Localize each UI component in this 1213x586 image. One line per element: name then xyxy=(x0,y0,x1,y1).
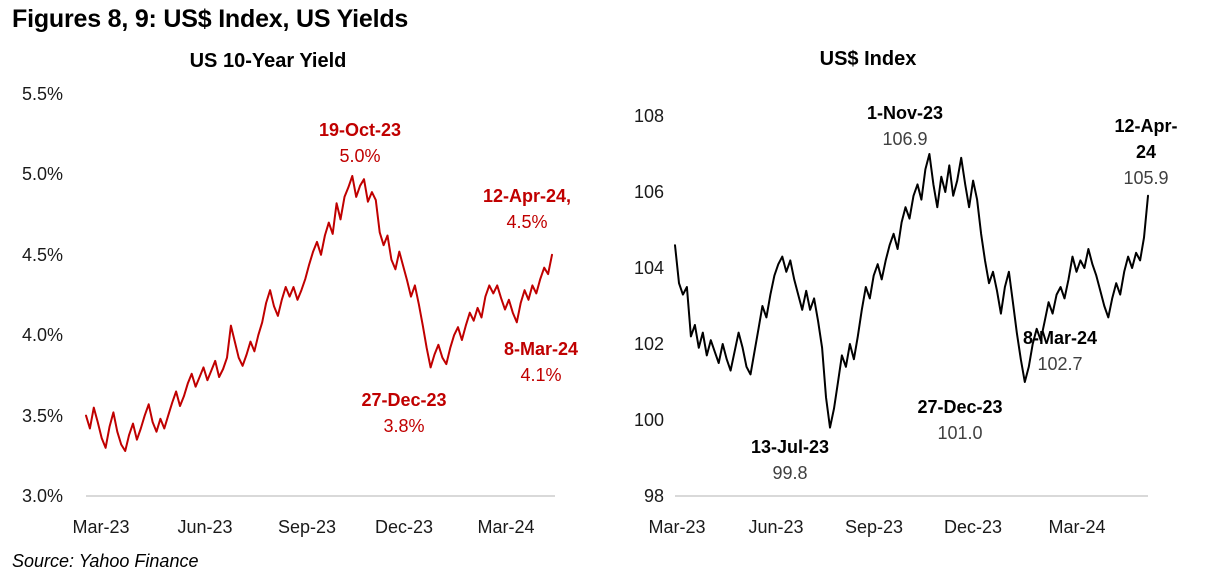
annotation: 19-Oct-23 5.0% xyxy=(319,117,401,169)
x-tick-label: Sep-23 xyxy=(277,517,337,537)
annotation-value: 99.8 xyxy=(772,463,808,483)
annotation-value: 4.1% xyxy=(520,365,562,385)
annotation-value: 5.0% xyxy=(339,146,381,166)
x-tick-label: Sep-23 xyxy=(844,517,904,537)
y-tick-label: 108 xyxy=(633,106,664,126)
annotation-date: 12-Apr-24 xyxy=(1114,116,1178,162)
y-tick-label: 100 xyxy=(633,410,664,430)
annotation-date: 1-Nov-23 xyxy=(866,103,944,123)
annotation: 13-Jul-23 99.8 xyxy=(751,434,829,486)
annotation-value: 3.8% xyxy=(383,416,425,436)
annotation-date: 19-Oct-23 xyxy=(318,120,402,140)
annotation-date: 8-Mar-24 xyxy=(1022,328,1098,348)
chart-title-usd-index: US$ Index xyxy=(819,48,917,70)
x-tick-label: Mar-23 xyxy=(648,517,706,537)
annotation-value: 105.9 xyxy=(1123,168,1169,188)
x-tick-label: Dec-23 xyxy=(374,517,434,537)
x-tick-label: Jun-23 xyxy=(748,517,804,537)
y-tick-label: 3.0% xyxy=(22,486,64,506)
source-note: Source: Yahoo Finance xyxy=(12,551,199,571)
y-tick-label: 4.5% xyxy=(22,244,64,265)
annotation: 8-Mar-24 102.7 xyxy=(1023,325,1097,377)
y-tick-label: 98 xyxy=(643,486,664,506)
x-tick-label: Jun-23 xyxy=(177,517,233,537)
x-tick-label: Dec-23 xyxy=(943,517,1003,537)
y-tick-label: 4.0% xyxy=(22,325,64,346)
annotation-date: 13-Jul-23 xyxy=(750,437,830,457)
annotation: 27-Dec-23 101.0 xyxy=(917,394,1002,446)
annotation-value: 106.9 xyxy=(882,129,928,149)
annotation-value: 4.5% xyxy=(506,212,548,232)
annotation: 1-Nov-23 106.9 xyxy=(867,100,943,152)
annotation: 12-Apr-24 105.9 xyxy=(1108,113,1184,191)
y-tick-label: 104 xyxy=(633,258,664,278)
y-tick-label: 102 xyxy=(633,334,664,354)
annotation-value: 101.0 xyxy=(937,423,983,443)
y-tick-label: 106 xyxy=(633,182,664,202)
series-line-us-10-year-yield xyxy=(85,175,553,452)
y-tick-label: 5.5% xyxy=(22,84,64,104)
annotation: 27-Dec-23 3.8% xyxy=(361,387,446,439)
figure-title: Figures 8, 9: US$ Index, US Yields xyxy=(12,5,409,33)
annotation-date: 27-Dec-23 xyxy=(361,390,447,410)
y-tick-label: 3.5% xyxy=(22,405,64,426)
chart-title-us-10-year-yield: US 10-Year Yield xyxy=(189,50,347,72)
y-tick-label: 5.0% xyxy=(22,164,64,185)
annotation-value: 102.7 xyxy=(1037,354,1083,374)
x-tick-label: Mar-24 xyxy=(1048,517,1106,537)
annotation: 8-Mar-24 4.1% xyxy=(504,336,578,388)
annotation-date: 27-Dec-23 xyxy=(917,397,1003,417)
x-tick-label: Mar-23 xyxy=(72,517,130,537)
annotation-date: 8-Mar-24 xyxy=(503,339,579,359)
annotation-date: 12-Apr-24, xyxy=(482,186,572,206)
x-tick-label: Mar-24 xyxy=(477,517,535,537)
annotation: 12-Apr-24, 4.5% xyxy=(483,183,571,235)
series-line-usd-index xyxy=(674,153,1149,429)
